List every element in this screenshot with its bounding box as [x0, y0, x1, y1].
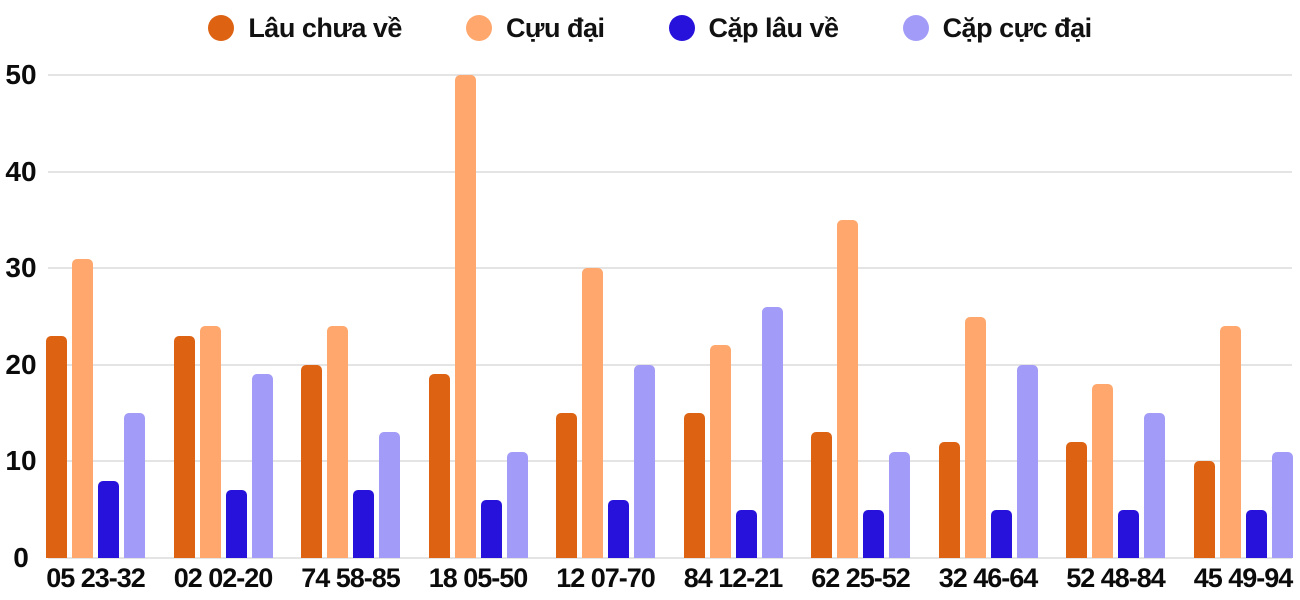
bar-series3-group2 [225, 490, 247, 558]
bar-series1-group2 [173, 335, 195, 558]
bar-group-4 [428, 75, 528, 558]
bar-series4-group2 [251, 374, 273, 558]
x-axis-label: 32 46-64 [938, 563, 1039, 593]
gridline-y40 [48, 170, 1292, 173]
bar-group-1 [46, 75, 145, 558]
bar-series4-group8 [1016, 364, 1038, 558]
bar-group-2 [173, 75, 273, 558]
x-axis-label: 02 02-20 [173, 563, 274, 593]
bar-series2-group10 [1219, 326, 1241, 558]
y-axis-label: 0 [13, 542, 29, 573]
bar-series2-group2 [199, 326, 221, 558]
bar-series3-group7 [863, 509, 884, 558]
bar-series3-group3 [353, 490, 374, 558]
bar-series1-group9 [1066, 442, 1087, 558]
gridline-y50 [48, 74, 1292, 76]
gridline-y10 [48, 460, 1292, 463]
bar-group-3 [301, 75, 400, 558]
bar-group-8 [938, 75, 1038, 558]
y-axis-label: 20 [5, 348, 37, 380]
legend-swatch-icon [465, 15, 492, 41]
x-axis-label: 62 25-52 [811, 563, 911, 593]
legend-label: Cặp lâu về [708, 12, 840, 43]
bar-series2-group1 [72, 258, 93, 558]
legend-label: Cặp cực đại [942, 12, 1093, 43]
y-axis-label: 30 [5, 252, 37, 284]
bar-series3-group6 [735, 509, 757, 558]
bar-series2-group6 [709, 345, 731, 558]
bar-series4-group3 [379, 432, 400, 558]
legend-label: Lâu chưa về [248, 12, 402, 43]
legend-item-1[interactable]: Lâu chưa về [208, 13, 402, 44]
bar-series3-group8 [990, 509, 1012, 558]
legend-label: Cựu đại [505, 12, 605, 43]
bar-series3-group4 [480, 500, 502, 558]
bar-series2-group8 [964, 316, 986, 558]
bar-series2-group7 [837, 219, 858, 558]
x-axis-label: 74 58-85 [301, 563, 401, 593]
y-axis-label: 10 [5, 445, 37, 477]
bar-group-6 [683, 75, 783, 558]
x-axis-label: 18 05-50 [428, 563, 529, 593]
legend: Lâu chưa về Cựu đại Cặp lâu về Cặp cực đại [0, 6, 1300, 50]
legend-item-3[interactable]: Cặp lâu về [668, 12, 840, 44]
bar-series2-group5 [582, 268, 603, 558]
bar-series2-group9 [1092, 384, 1113, 558]
bar-series1-group8 [938, 442, 960, 558]
bar-series4-group9 [1144, 413, 1165, 558]
bar-series2-group3 [327, 326, 348, 558]
gridline-y20 [48, 363, 1292, 366]
legend-swatch-icon [902, 15, 929, 41]
x-axis-label: 05 23-32 [46, 563, 146, 593]
x-axis-label: 12 07-70 [556, 563, 656, 593]
bar-group-7 [811, 75, 910, 558]
x-axis-label: 45 49-94 [1193, 563, 1294, 593]
bar-series4-group1 [124, 413, 145, 558]
bar-series4-group6 [761, 306, 783, 558]
bar-series2-group4 [454, 75, 476, 558]
gridline-y30 [48, 267, 1292, 270]
y-axis-label: 50 [5, 59, 37, 90]
y-axis-label: 40 [5, 155, 37, 187]
bar-series1-group10 [1193, 461, 1215, 558]
plot-area [46, 74, 1293, 559]
bar-series4-group4 [506, 451, 528, 558]
bar-series3-group5 [608, 500, 629, 558]
bar-series3-group1 [98, 480, 119, 558]
legend-item-2[interactable]: Cựu đại [465, 12, 605, 44]
bar-series4-group5 [634, 364, 655, 558]
bar-series1-group7 [811, 432, 832, 558]
gridline-y0 [48, 557, 1292, 559]
bar-group-5 [556, 75, 655, 558]
bar-series1-group6 [683, 413, 705, 558]
bar-series1-group4 [428, 374, 450, 558]
legend-swatch-icon [668, 15, 695, 41]
bar-series3-group10 [1245, 509, 1267, 558]
bar-series1-group5 [556, 413, 577, 558]
bar-series3-group9 [1118, 509, 1139, 558]
x-axis-label: 84 12-21 [683, 563, 784, 593]
legend-swatch-icon [208, 15, 235, 41]
x-axis-label: 52 48-84 [1066, 563, 1166, 593]
bar-series1-group1 [46, 335, 67, 558]
legend-item-4[interactable]: Cặp cực đại [902, 12, 1093, 44]
bar-series4-group10 [1271, 451, 1293, 558]
bar-group-10 [1193, 75, 1293, 558]
bar-series1-group3 [301, 364, 322, 558]
bar-series4-group7 [889, 451, 910, 558]
bar-group-9 [1066, 75, 1165, 558]
